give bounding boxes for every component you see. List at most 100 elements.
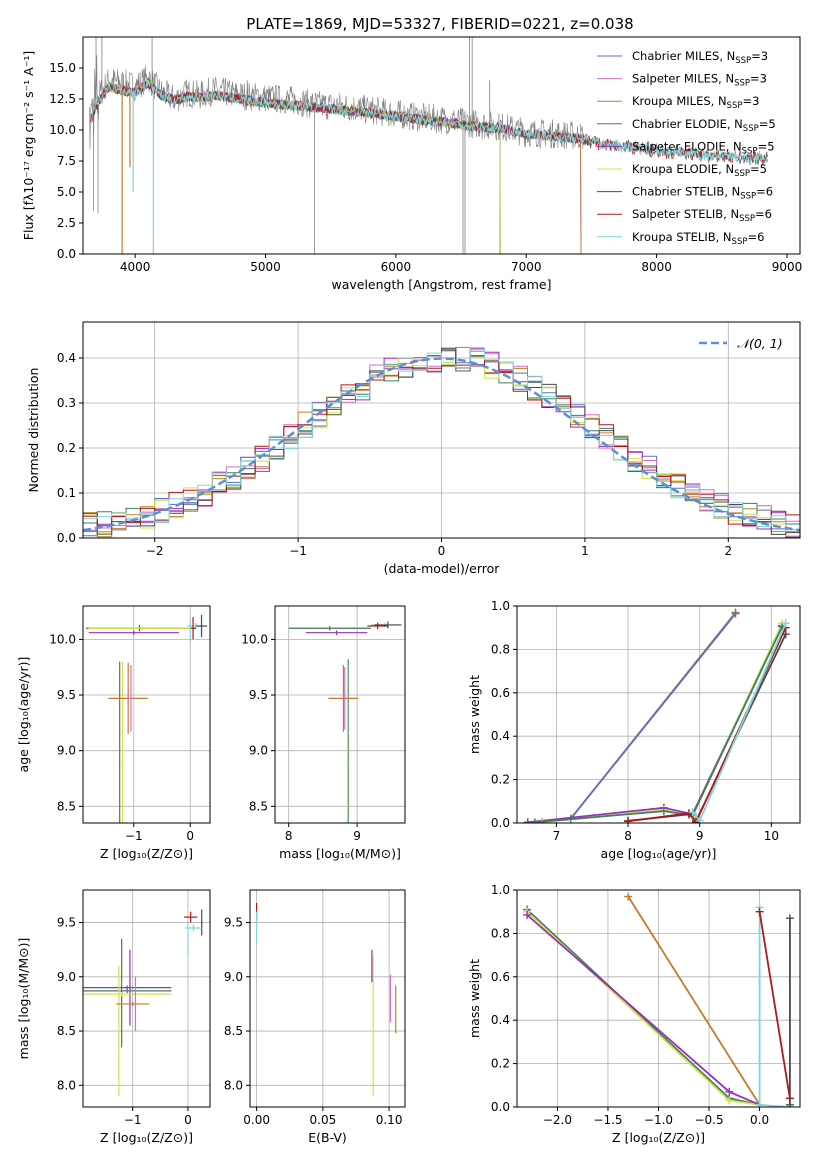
legend-entry-value: =3 [750,72,767,86]
legend-entry-subscript: SSP [735,56,751,66]
figure-title: PLATE=1869, MJD=53327, FIBERID=0221, z=0… [246,15,633,33]
y-tick-label: 10.0 [241,632,268,646]
x-tick-label: 8000 [641,260,672,274]
weight-marker [725,1096,734,1105]
x-tick-label: 1 [581,544,589,558]
y-tick-label: 10.0 [49,632,76,646]
legend-entry-name: Chabrier ELODIE, N [632,117,743,131]
axes-frame [274,605,406,824]
model-spectrum-line [90,81,768,166]
legend-entry-normal: 𝒩(0, 1) [737,336,783,351]
axes-frame [82,889,211,1108]
y-axis-label: mass [log₁₀(M/M⊙)] [16,938,31,1060]
y-tick-label: 7.5 [57,154,76,168]
y-tick-label: 8.5 [249,799,268,813]
y-tick-label: 0.0 [491,816,510,830]
x-tick-label: 0 [186,829,194,843]
legend-entry-value: =6 [756,185,773,199]
y-tick-label: 0.8 [491,926,510,940]
x-tick-label: 0 [184,1113,192,1127]
x-tick-label: 0 [438,544,446,558]
plot-area [89,37,768,254]
y-tick-label: 0.1 [57,486,76,500]
residuals-panel: −2 −1 0 1 2 0.0 0.1 0.2 0.3 0.4 (data-model)/error… [26,321,801,576]
model-spectrum-line [90,79,768,166]
y-tick-label: 2.5 [57,216,76,230]
weight-line [758,911,791,1099]
spectrum-panel: 4000 5000 6000 7000 8000 9000 0.0 2.5 5.0 7.5 10.0… [21,36,803,292]
x-tick-label: 7000 [511,260,542,274]
y-axis-label: age [log₁₀(age/yr)] [16,657,31,773]
legend-entry-name: Salpeter ELODIE, N [632,139,742,153]
legend-entry-subscript: SSP [732,237,748,247]
x-tick-label: 9000 [772,260,803,274]
legend-entry-name: Kroupa MILES, N [632,94,727,108]
x-tick-label: 9 [696,829,704,843]
mass-vs-metallicity-panel: −1 0 8.0 8.5 9.0 9.5 Z [log₁₀(Z/Z⊙)] mass [log₁… [16,889,211,1145]
x-tick-label: 8 [285,829,293,843]
age-vs-metallicity-panel: −1 0 8.5 9.0 9.5 10.0 Z [log₁₀(Z/Z⊙)] age [log₁… [16,605,211,861]
legend-entry-name: Salpeter MILES, N [632,72,734,86]
weight-marker [731,609,740,618]
plot-area [83,346,800,538]
y-tick-label: 1.0 [491,599,510,613]
y-tick-label: 0.6 [491,970,510,984]
legend-entry-value: =5 [750,162,767,176]
y-tick-label: 12.5 [49,92,76,106]
y-tick-label: 10.0 [49,123,76,137]
x-tick-label: −1 [289,544,307,558]
weight-vs-age-panel: 7 8 9 10 0.0 0.2 0.4 0.6 0.8 1.0 age [log₁₀(age/yr… [467,599,801,861]
weight-marker [785,914,794,923]
y-tick-label: 0.4 [491,1013,510,1027]
y-tick-label: 0.3 [57,396,76,410]
axes-frame [82,605,211,824]
y-axis-label: Normed distribution [26,368,41,493]
y-axis-label: mass weight [467,675,482,754]
x-tick-label: 0.00 [243,1113,270,1127]
x-tick-label: 0.10 [376,1113,403,1127]
y-tick-label: 9.0 [57,744,76,758]
x-axis-label: Z [log₁₀(Z/Z⊙)] [100,846,193,861]
y-tick-label: 8.0 [224,1078,243,1092]
weight-line [627,627,787,823]
weight-marker [785,1100,794,1107]
weight-line [628,633,787,823]
x-axis-label: (data-model)/error [384,561,501,576]
weight-line [527,625,783,823]
y-tick-label: 9.0 [57,970,76,984]
y-tick-label: 9.5 [57,688,76,702]
y-tick-label: 9.5 [224,916,243,930]
y-tick-label: 0.6 [491,686,510,700]
weight-line [541,613,737,823]
weight-marker [659,807,668,816]
weight-marker [523,818,532,823]
weight-line [526,908,760,1106]
plot-area [85,614,208,823]
legend-entry-subscript: SSP [734,79,750,89]
y-tick-label: 8.5 [224,1024,243,1038]
x-tick-label: −1.5 [593,1113,622,1127]
plot-area [523,608,790,823]
weight-line [627,896,761,1106]
y-axis-label: mass weight [467,959,482,1038]
legend-entry: Salpeter STELIB, NSSP=6 [632,207,772,224]
legend-entry-subscript: SSP [734,169,750,179]
legend-entry-value: =6 [755,207,772,221]
x-axis-label: Z [log₁₀(Z/Z⊙)] [100,1130,193,1145]
y-tick-label: 9.0 [249,744,268,758]
y-tick-label: 0.0 [57,531,76,545]
legend-entry: Salpeter MILES, NSSP=3 [632,72,767,89]
weight-marker [725,1087,734,1096]
weight-line [534,626,783,823]
x-tick-label: 9 [353,829,361,843]
y-tick-label: 15.0 [49,61,76,75]
weight-line [542,623,783,823]
x-tick-label: −2.0 [543,1113,572,1127]
legend-entry-subscript: SSP [739,214,755,224]
weight-marker [530,818,539,823]
x-axis-label: E(B-V) [308,1130,347,1145]
legend-entry-name: Chabrier STELIB, N [632,185,740,199]
legend-entry-subscript: SSP [742,146,758,156]
x-tick-label: 10 [764,829,779,843]
